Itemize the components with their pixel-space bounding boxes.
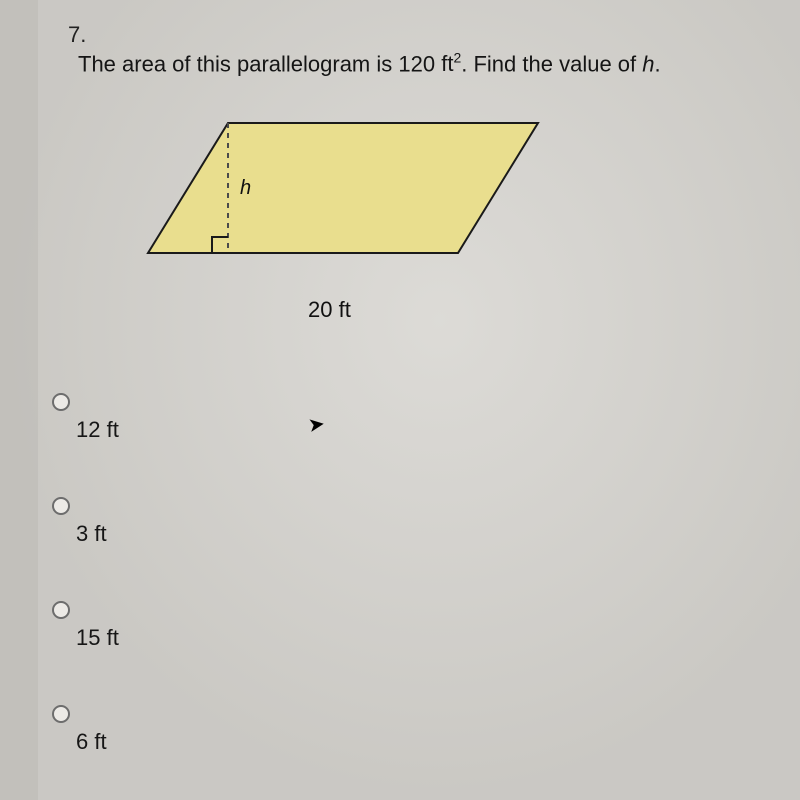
option-b[interactable]: 3 ft <box>46 497 760 547</box>
question-number: 7. <box>68 22 760 48</box>
area-unit: ft2 <box>441 51 461 76</box>
option-c-label: 15 ft <box>76 625 119 651</box>
option-c[interactable]: 15 ft <box>46 601 760 651</box>
area-value: 120 <box>398 51 435 76</box>
option-a[interactable]: 12 ft <box>46 393 760 443</box>
question-text-end: . <box>655 51 661 76</box>
cursor-icon: ➤ <box>306 411 326 438</box>
h-label: h <box>240 177 251 199</box>
question-text-part2: . Find the value of <box>461 51 642 76</box>
parallelogram-shape <box>148 123 538 253</box>
variable-h: h <box>642 51 654 76</box>
option-a-label: 12 ft <box>76 417 119 443</box>
option-b-label: 3 ft <box>76 521 107 547</box>
parallelogram-svg: h <box>128 113 568 273</box>
answer-options: 12 ft 3 ft 15 ft 6 ft <box>46 393 760 755</box>
parallelogram-figure: h <box>128 113 760 273</box>
radio-icon[interactable] <box>52 393 70 411</box>
radio-icon[interactable] <box>52 497 70 515</box>
worksheet-content: 7. The area of this parallelogram is 120… <box>0 0 800 775</box>
option-d-label: 6 ft <box>76 729 107 755</box>
base-length-label: 20 ft <box>308 297 760 323</box>
question-text-part1: The area of this parallelogram is <box>78 51 398 76</box>
radio-icon[interactable] <box>52 601 70 619</box>
question-text: The area of this parallelogram is 120 ft… <box>68 50 760 77</box>
area-unit-base: ft <box>441 51 453 76</box>
radio-icon[interactable] <box>52 705 70 723</box>
option-d[interactable]: 6 ft <box>46 705 760 755</box>
